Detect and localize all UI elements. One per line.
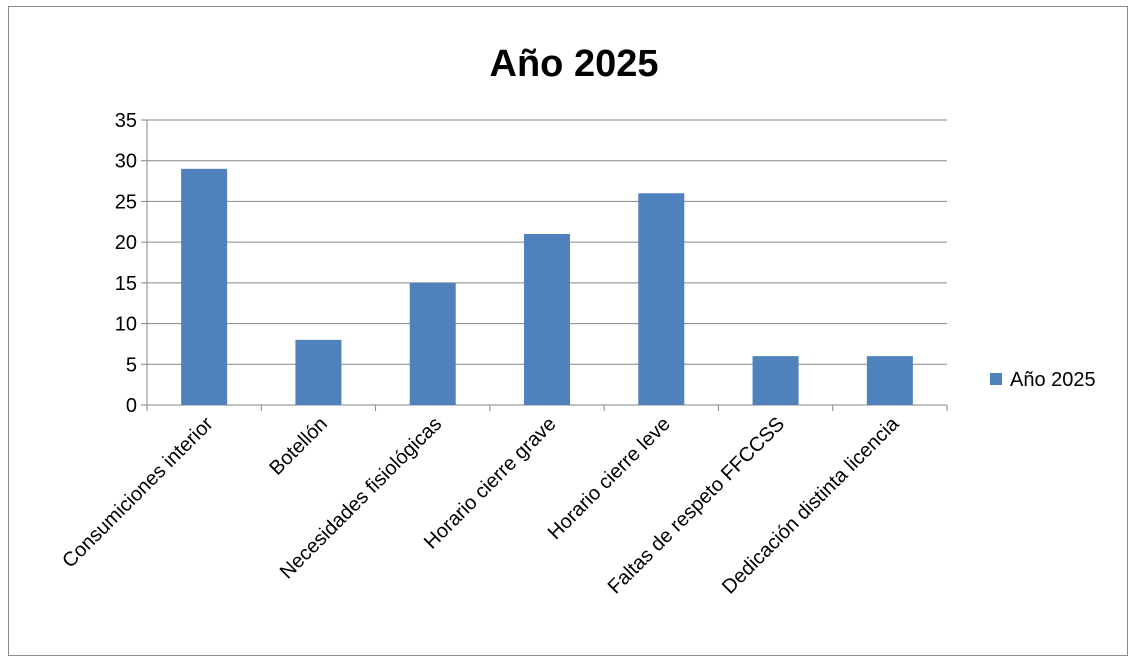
x-tick-label: Horario cierre leve — [544, 413, 675, 544]
y-tick-label: 10 — [115, 314, 137, 336]
legend-swatch — [990, 373, 1002, 385]
y-tick-label: 20 — [115, 232, 137, 254]
x-tick-labels: Consumiciones interior BotellónNecesidade… — [58, 412, 904, 598]
x-tick-label: Consumiciones interior — [58, 413, 218, 573]
x-tick-label: Botellón — [265, 413, 332, 480]
bar — [638, 193, 685, 405]
y-tick-label: 5 — [126, 354, 137, 376]
gridlines — [147, 119, 947, 365]
legend-label: Año 2025 — [1010, 369, 1096, 391]
bar — [295, 339, 342, 405]
bar — [866, 356, 913, 405]
y-tick-label: 25 — [115, 191, 137, 213]
legend: Año 2025 — [990, 369, 1096, 391]
y-tick-label: 35 — [115, 110, 137, 132]
bar — [181, 168, 228, 405]
y-tick-labels: 0 5 10 15 20 25 30 35 — [115, 110, 137, 417]
bar — [524, 234, 570, 405]
bar — [409, 282, 456, 405]
y-tick-label: 0 — [126, 395, 137, 417]
bar — [752, 356, 799, 405]
y-tick-label: 30 — [115, 151, 137, 173]
y-tick-label: 15 — [115, 273, 137, 295]
bars — [181, 168, 913, 405]
x-tick-label: Horario cierre grave — [420, 413, 561, 554]
chart-title: Año 2025 — [490, 43, 659, 85]
